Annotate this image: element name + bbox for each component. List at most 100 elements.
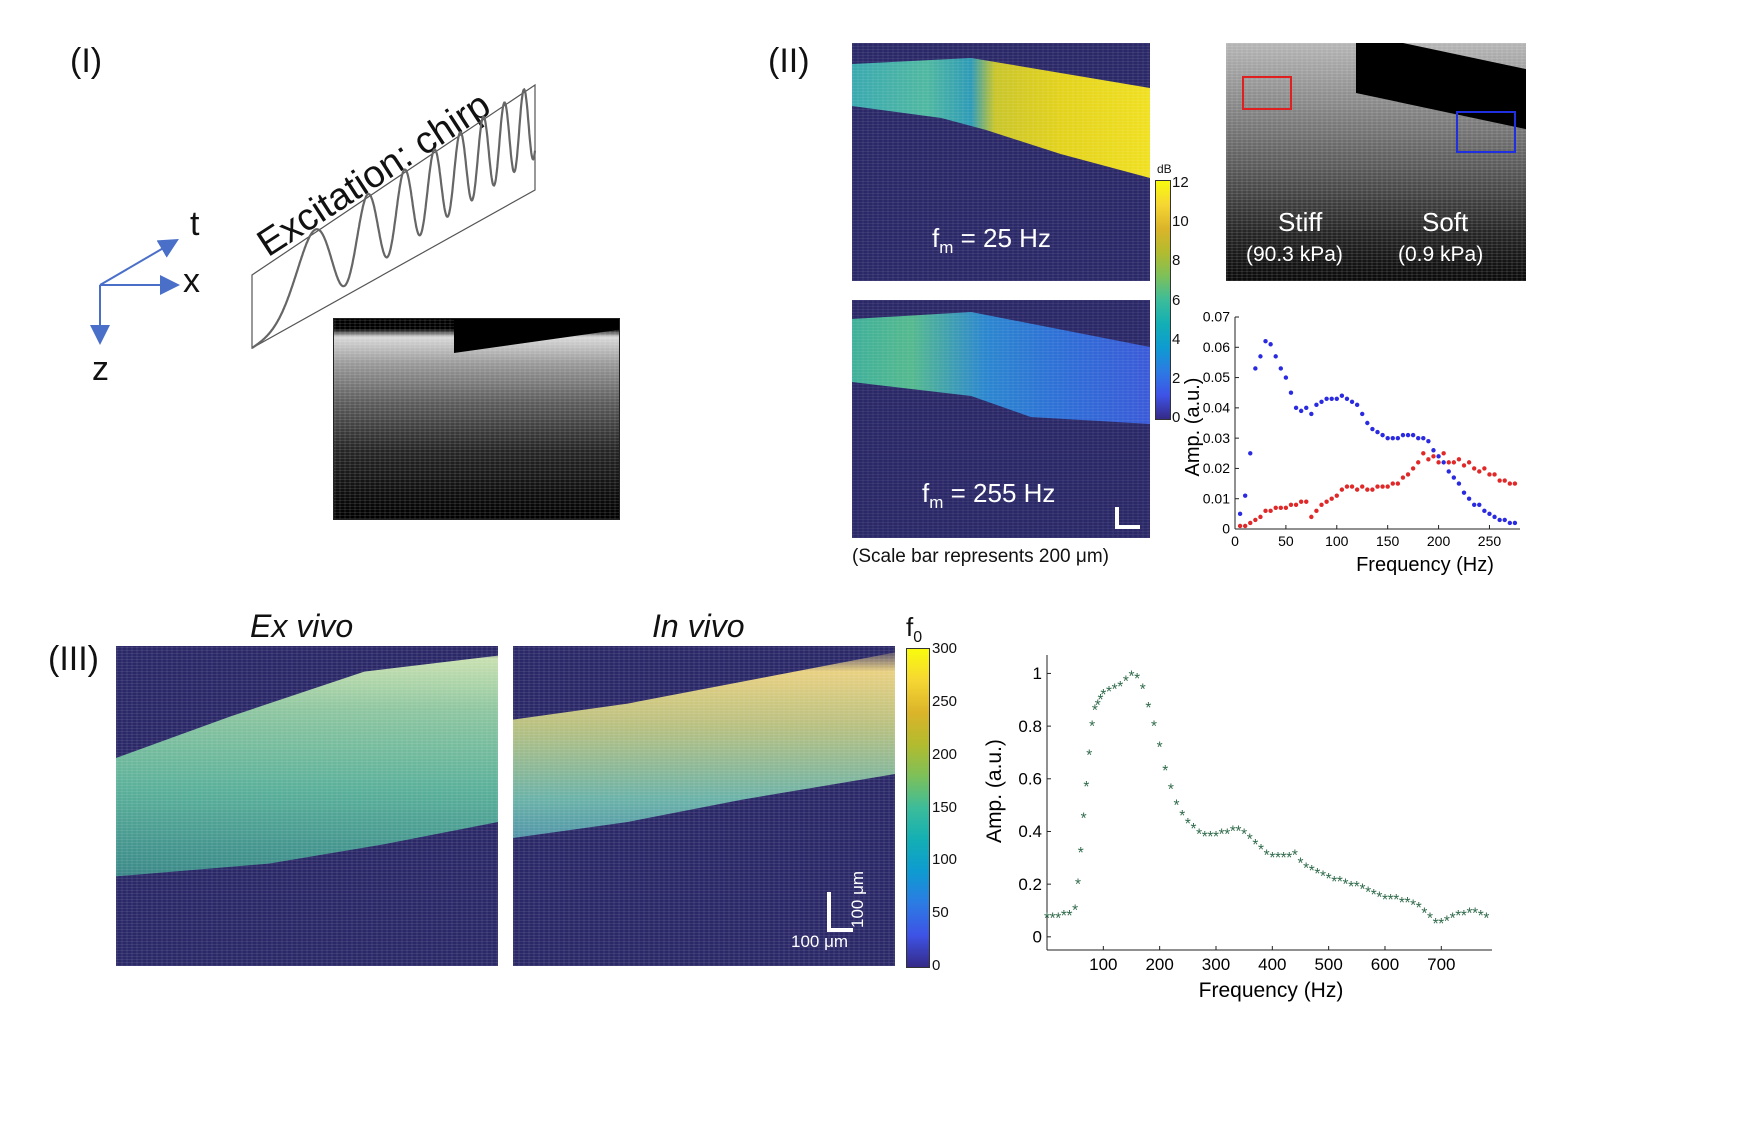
data-point: * (1303, 861, 1309, 878)
data-point (1456, 481, 1462, 486)
data-point (1370, 487, 1375, 492)
data-point (1268, 508, 1273, 514)
chirp-waveform (251, 83, 537, 350)
data-point: * (1075, 876, 1081, 893)
data-point (1339, 487, 1345, 492)
roi-soft-box (1456, 111, 1516, 153)
data-point: * (1134, 671, 1140, 688)
data-point: * (1252, 837, 1258, 854)
data-point (1482, 508, 1487, 514)
data-point (1288, 390, 1294, 395)
data-point (1253, 366, 1258, 371)
data-point: * (1179, 808, 1185, 825)
data-point (1242, 493, 1248, 498)
data-point: * (1072, 903, 1078, 920)
data-point (1365, 420, 1370, 426)
amp-scatter-chart-III: Frequency (Hz) Amp. (a.u.) 100 200 300 400 5… (983, 655, 1492, 1002)
data-point: * (1275, 850, 1281, 867)
data-point: * (1140, 681, 1146, 698)
data-point: * (1157, 739, 1163, 756)
data-point (1354, 487, 1360, 492)
data-point (1487, 511, 1492, 517)
data-point: * (1472, 905, 1478, 922)
data-point (1360, 484, 1365, 489)
data-point: * (1224, 826, 1230, 843)
f0-label: f (906, 612, 914, 642)
data-point: * (1405, 895, 1411, 912)
data-point: * (1466, 905, 1472, 922)
data-point: * (1376, 890, 1382, 907)
y-tick-label: 0.04 (1203, 400, 1230, 416)
panel-label-II: (II) (768, 42, 810, 80)
data-point (1263, 339, 1268, 344)
data-point (1375, 484, 1380, 489)
amp-scatter-chart-II: Frequency (Hz) Amp. (a.u.) 0 50 100 150 200 2… (1182, 309, 1520, 576)
data-point (1507, 520, 1513, 526)
data-point: * (1292, 847, 1298, 864)
data-point: * (1416, 900, 1422, 917)
data-point: * (1455, 908, 1461, 925)
data-point: * (1399, 895, 1405, 912)
data-point: * (1348, 879, 1354, 896)
x-tick-label: 150 (1376, 533, 1400, 549)
data-point (1319, 399, 1324, 404)
db-tick: 4 (1172, 331, 1181, 348)
data-point (1329, 496, 1334, 501)
chart1-xlabel: Frequency (Hz) (1356, 554, 1494, 576)
db-tick: 10 (1172, 213, 1189, 230)
data-point: * (1230, 824, 1236, 841)
panel-label-I: (I) (70, 42, 103, 80)
data-point (1451, 460, 1457, 465)
data-point: * (1185, 816, 1191, 833)
data-point (1385, 435, 1390, 441)
data-point (1487, 472, 1492, 477)
f0-tick: 150 (932, 799, 958, 816)
map-top-f: f (932, 223, 940, 253)
data-point (1416, 460, 1421, 465)
data-point (1477, 502, 1482, 507)
x-tick-label: 700 (1427, 955, 1455, 974)
data-point (1451, 475, 1457, 480)
db-tick: 2 (1172, 370, 1181, 387)
data-point: * (1388, 892, 1394, 909)
soft-value: (0.9 kPa) (1398, 243, 1484, 266)
data-point (1253, 517, 1258, 523)
t-axis-arrow (99, 238, 179, 286)
chart2-ylabel: Amp. (a.u.) (983, 739, 1006, 843)
data-point (1375, 429, 1380, 435)
data-point: * (1168, 782, 1174, 799)
data-point: * (1343, 876, 1349, 893)
data-point (1421, 435, 1426, 441)
t-axis-label: t (190, 205, 200, 243)
data-point: * (1354, 879, 1360, 896)
data-point (1288, 502, 1294, 507)
data-point: * (1382, 892, 1388, 909)
data-point: * (1450, 911, 1456, 928)
scale-bar-100um (827, 892, 853, 932)
data-point (1329, 396, 1334, 401)
axes-diagram (90, 238, 180, 345)
data-point (1416, 435, 1421, 441)
data-point: * (1281, 850, 1287, 867)
data-point: * (1331, 874, 1337, 891)
y-tick-label: 1 (1033, 664, 1042, 683)
db-tick: 8 (1172, 252, 1181, 269)
data-point: * (1112, 681, 1118, 698)
x-tick-label: 500 (1314, 955, 1342, 974)
scalebar-v-label: 100 μm (848, 870, 867, 928)
data-point (1390, 435, 1395, 441)
map-255hz: fm = 255 Hz (852, 300, 1150, 538)
data-point (1502, 478, 1507, 483)
data-point: * (1050, 911, 1056, 928)
data-point: * (1092, 703, 1098, 720)
map-top-caption: fm = 25 Hz (932, 223, 1051, 258)
data-point (1436, 454, 1441, 459)
data-point: * (1444, 913, 1450, 930)
data-point (1456, 457, 1462, 462)
data-point: * (1371, 887, 1377, 904)
y-tick-label: 0.07 (1203, 309, 1230, 325)
x-tick-label: 300 (1202, 955, 1230, 974)
roi-stiff-box (1242, 76, 1292, 110)
data-point (1400, 475, 1406, 480)
y-tick-label: 0.01 (1203, 490, 1230, 506)
